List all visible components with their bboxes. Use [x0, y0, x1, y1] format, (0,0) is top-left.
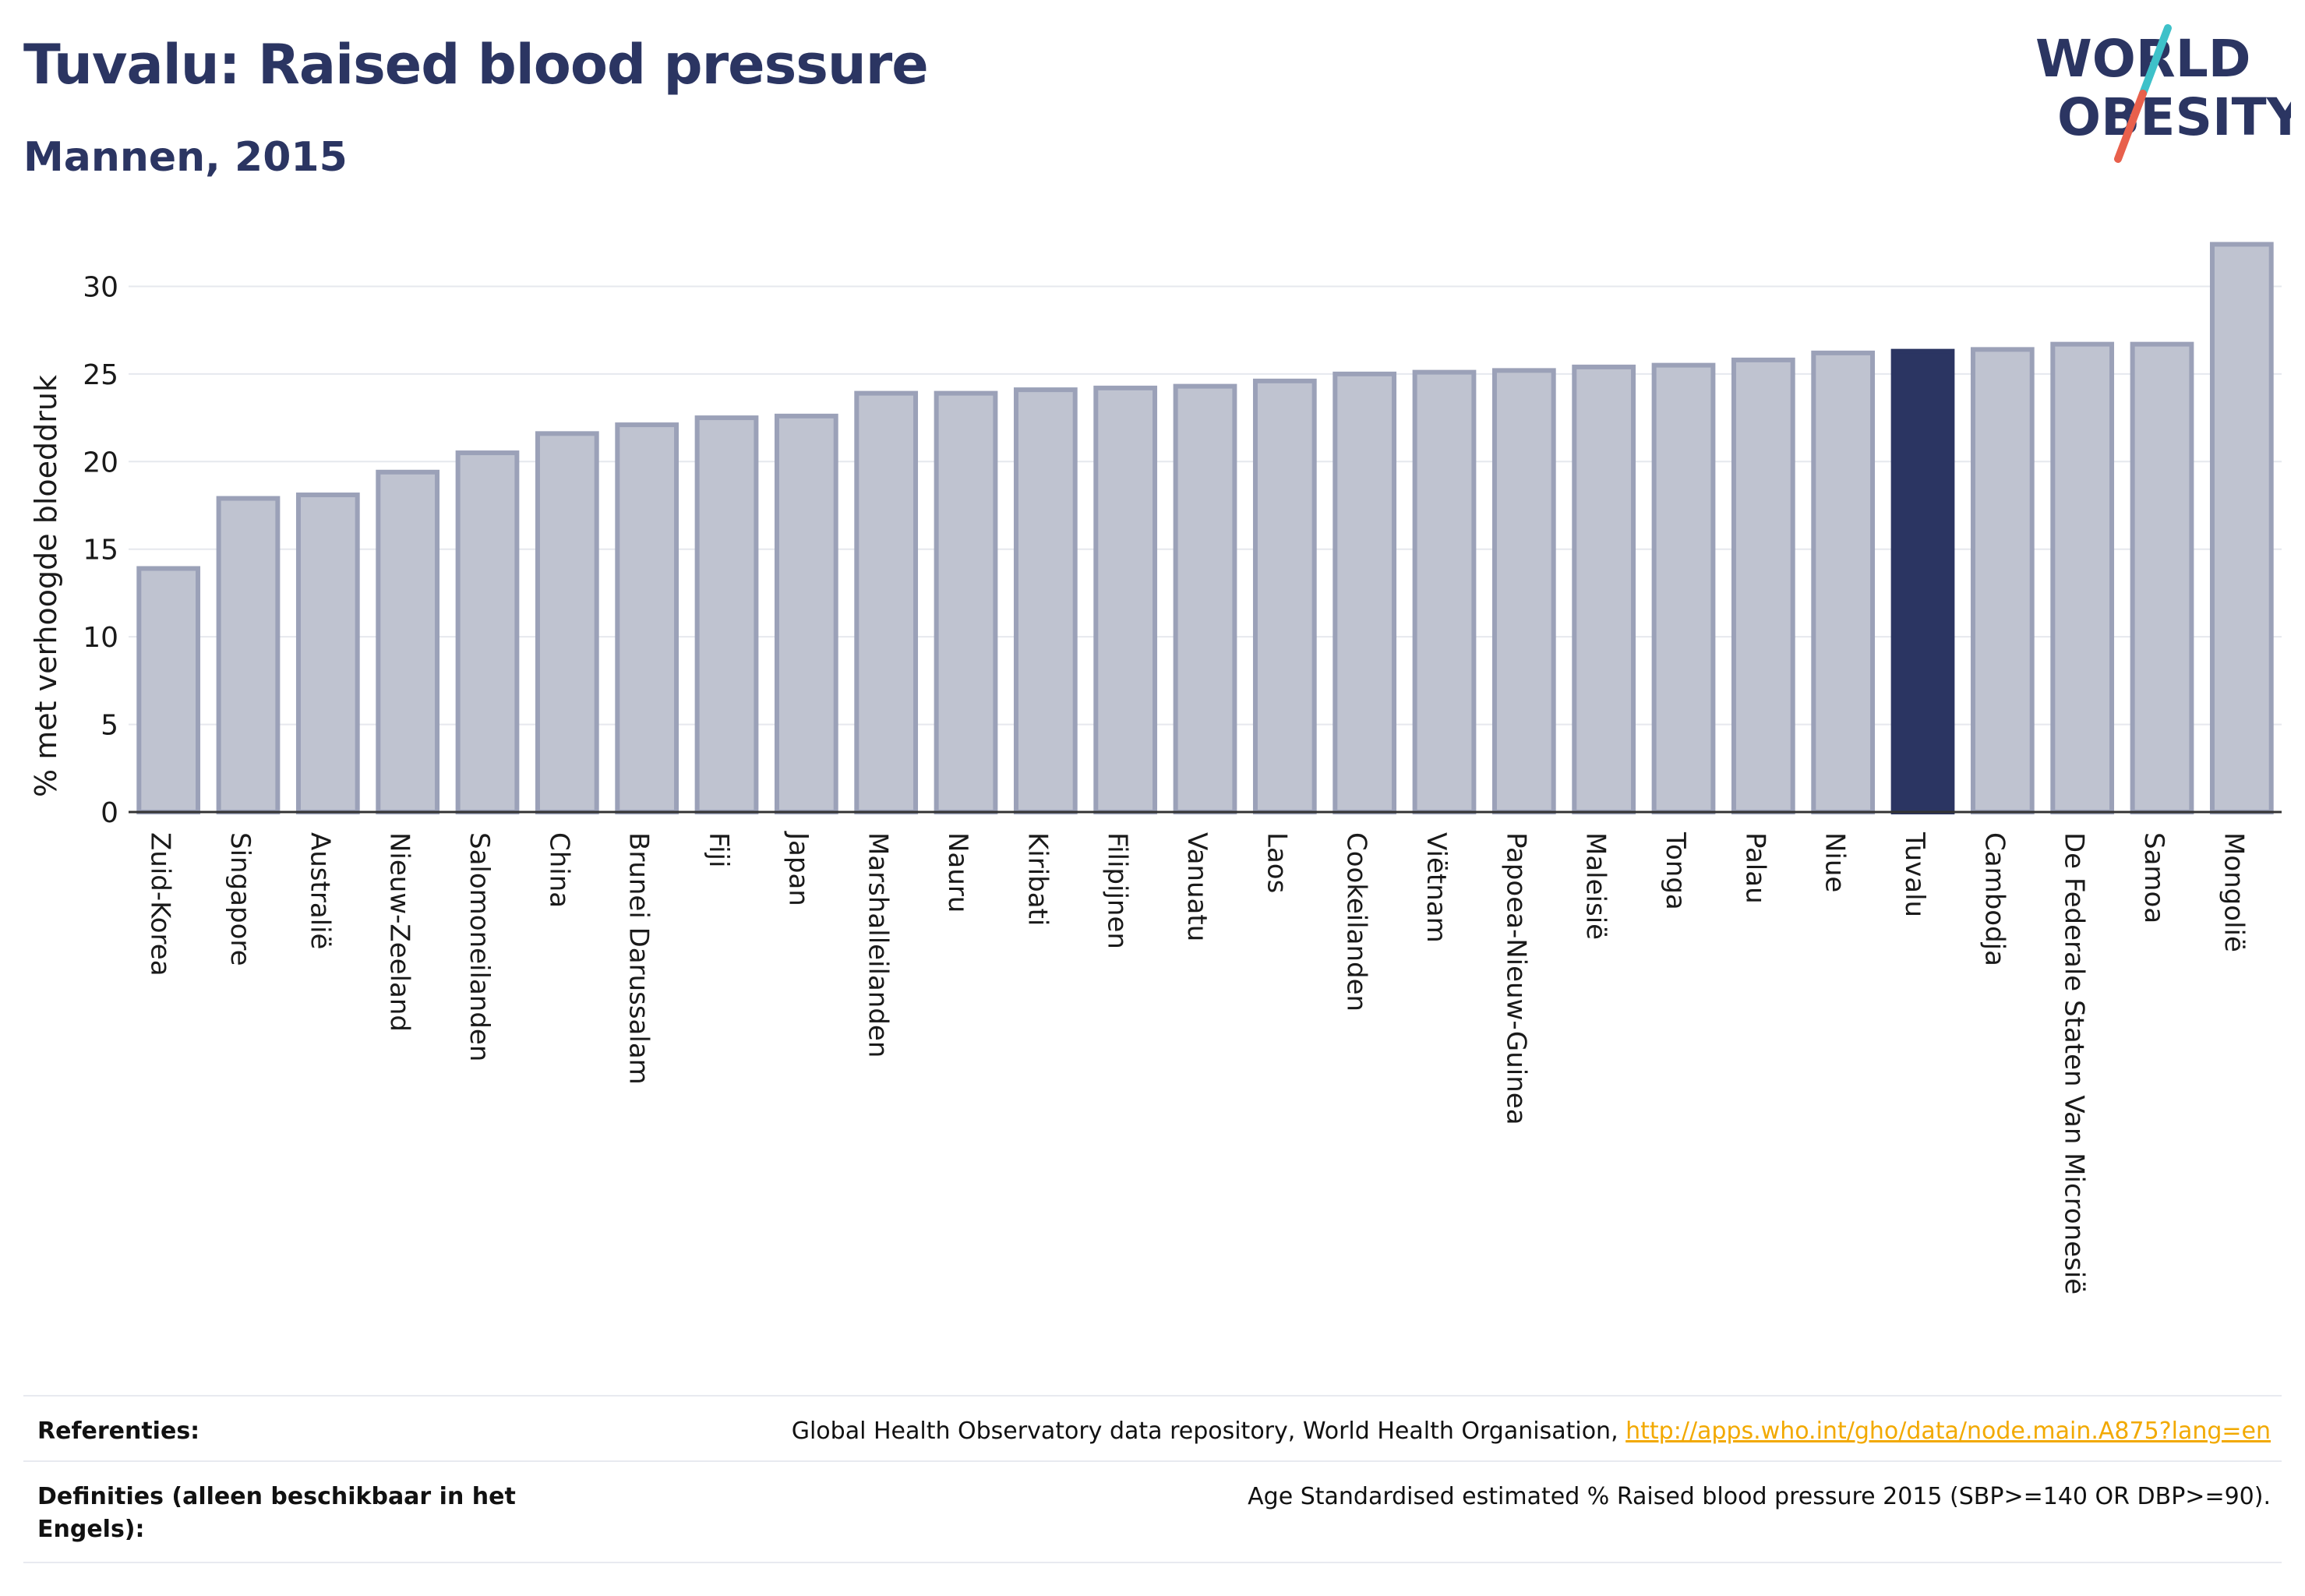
bar-laos [1252, 378, 1317, 814]
x-tick-label: Nieuw-Zeeland [384, 832, 415, 1032]
bar-papoea-nieuw-guinea [1491, 368, 1556, 814]
references-label: Referenties: [37, 1418, 200, 1445]
y-tick-label: 30 [83, 271, 118, 303]
x-tick-label: Marshalleilanden [863, 832, 894, 1058]
bar-de-federale-staten-van-micronesi- [2050, 341, 2115, 814]
x-tick-label: Salomoneilanden [464, 832, 495, 1061]
x-tick-label: Cookeilanden [1341, 832, 1372, 1012]
x-tick-label: Vanuatu [1181, 832, 1213, 941]
logo-line2: OBESITY [2057, 87, 2291, 147]
chart-subtitle: Mannen, 2015 [23, 134, 348, 181]
bar-singapore [216, 496, 281, 815]
bar-vanuatu [1173, 383, 1237, 815]
x-tick-label: Filipijnen [1102, 832, 1133, 949]
x-tick-label: Papoea-Nieuw-Guinea [1500, 832, 1531, 1125]
bar-filipijnen [1093, 385, 1158, 815]
bar-brunei-darussalam [615, 422, 679, 814]
x-tick-label: Cambodja [1978, 832, 2010, 966]
y-tick-label: 20 [83, 447, 118, 478]
y-tick-label: 0 [101, 797, 118, 829]
bar-fiji [694, 415, 759, 814]
y-tick-label: 10 [83, 622, 118, 654]
x-tick-label: Maleisië [1580, 832, 1611, 940]
x-tick-label: Tonga [1660, 832, 1691, 910]
definitions-label: Definities (alleen beschikbaar in het En… [37, 1483, 516, 1543]
bar-cookeilanden [1333, 371, 1397, 814]
y-axis-label: % met verhoogde bloeddruk [29, 375, 63, 797]
bar-australi- [295, 493, 360, 814]
y-tick-label: 25 [83, 359, 118, 391]
x-tick-label: Laos [1261, 832, 1292, 893]
x-tick-label: Palau [1739, 832, 1770, 904]
x-tick-label: Tuvalu [1899, 832, 1930, 917]
x-tick-label: Viëtnam [1421, 832, 1452, 943]
x-tick-label: De Federale Staten Van Micronesië [2059, 832, 2090, 1294]
bar-samoa [2130, 341, 2194, 814]
x-axis: Zuid-Korea Singapore Australië Nieuw-Zeelan… [129, 810, 2282, 1294]
bar-mongoli- [2209, 242, 2274, 814]
y-tick-label: 15 [83, 535, 118, 567]
bar-nauru [934, 390, 998, 814]
bar-tuvalu [1890, 348, 1955, 814]
definitions-value: Age Standardised estimated % Raised bloo… [1248, 1483, 2271, 1510]
definitions-row: Definities (alleen beschikbaar in het En… [23, 1460, 2282, 1563]
x-tick-label: China [543, 832, 574, 908]
x-tick-label: Kiribati [1022, 832, 1053, 926]
bar-japan [774, 413, 838, 814]
bar-vi-tnam [1412, 369, 1477, 814]
x-tick-label: Mongolië [2218, 832, 2249, 952]
bar-niue [1811, 350, 1876, 814]
footer-table: Referenties: Global Health Observatory d… [23, 1395, 2282, 1563]
bar-marshalleilanden [854, 390, 919, 814]
references-link[interactable]: http://apps.who.int/gho/data/node.main.A… [1626, 1418, 2271, 1445]
bar-maleisi- [1572, 364, 1636, 815]
x-tick-label: Samoa [2138, 832, 2169, 923]
references-text: Global Health Observatory data repositor… [791, 1418, 1626, 1445]
bar-salomoneilanden [455, 450, 520, 814]
bar-zuid-korea [136, 566, 201, 815]
x-tick-label: Fiji [703, 832, 734, 867]
world-obesity-logo: WORLD OBESITY [2035, 24, 2291, 163]
references-value: Global Health Observatory data repositor… [792, 1415, 2271, 1448]
x-tick-label: Nauru [942, 832, 973, 913]
references-row: Referenties: Global Health Observatory d… [23, 1395, 2282, 1460]
y-tick-label: 5 [101, 710, 118, 742]
x-tick-label: Japan [782, 831, 814, 906]
x-tick-label: Australië [304, 832, 335, 949]
logo-slash-teal [2139, 24, 2172, 97]
bar-cambodja [1970, 347, 2035, 814]
logo-line1: WORLD [2035, 29, 2251, 89]
x-tick-label: Niue [1820, 832, 1851, 892]
bar-palau [1731, 357, 1795, 814]
chart-title: Tuvalu: Raised blood pressure [23, 33, 929, 97]
bar-tonga [1651, 362, 1716, 814]
logo-slash-red [2114, 90, 2147, 163]
y-axis: 0 5 10 15 20 25 30 [83, 271, 118, 829]
bar-nieuw-zeeland [376, 469, 440, 814]
bar-china [535, 431, 599, 814]
bar-chart: 0 5 10 15 20 25 30 Zuid-Korea Singapore Australi… [29, 242, 2282, 1294]
x-tick-label: Zuid-Korea [145, 832, 176, 976]
x-tick-label: Brunei Darussalam [623, 832, 655, 1085]
bars [136, 242, 2274, 815]
bar-kiribati [1013, 387, 1078, 814]
x-tick-label: Singapore [224, 832, 256, 966]
